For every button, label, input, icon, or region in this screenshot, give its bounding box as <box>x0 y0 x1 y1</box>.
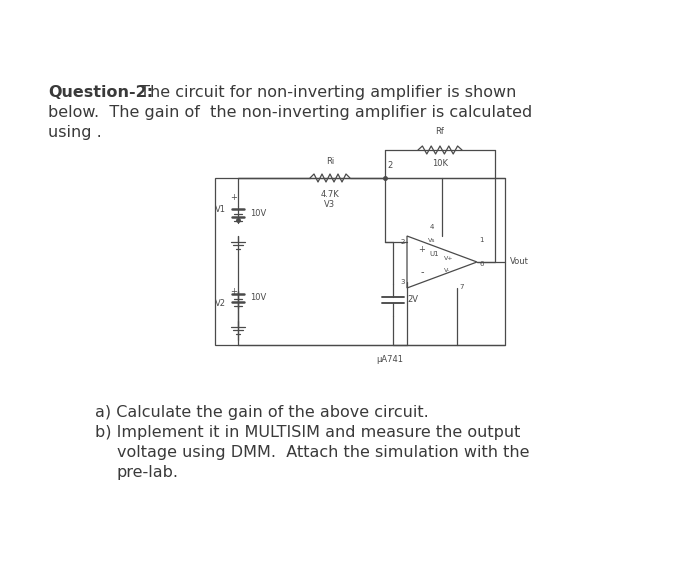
Text: µA741: µA741 <box>377 355 403 364</box>
Text: 6: 6 <box>479 261 484 267</box>
Text: 2: 2 <box>400 239 405 245</box>
Text: 10V: 10V <box>250 208 266 218</box>
Text: U1: U1 <box>429 251 439 257</box>
Text: below.  The gain of  the non-inverting amplifier is calculated: below. The gain of the non-inverting amp… <box>48 105 532 120</box>
Text: V2: V2 <box>215 299 226 307</box>
Text: +: + <box>230 287 237 295</box>
Text: -: - <box>420 267 424 277</box>
Text: 2: 2 <box>387 161 392 170</box>
Text: Question-2:: Question-2: <box>48 85 153 100</box>
Text: Ri: Ri <box>326 157 334 166</box>
Text: Vout: Vout <box>510 258 529 266</box>
Text: 10K: 10K <box>432 159 448 168</box>
Text: b) Implement it in MULTISIM and measure the output: b) Implement it in MULTISIM and measure … <box>95 425 520 440</box>
Text: pre-lab.: pre-lab. <box>117 465 179 480</box>
Bar <box>215 178 505 345</box>
Text: Vs: Vs <box>428 237 435 242</box>
Text: 7: 7 <box>460 284 464 290</box>
Text: 4: 4 <box>430 224 434 230</box>
Text: V+: V+ <box>444 256 454 260</box>
Text: 2V: 2V <box>407 295 418 305</box>
Text: 10V: 10V <box>250 293 266 303</box>
Text: +: + <box>230 194 237 202</box>
Text: V-: V- <box>444 267 450 273</box>
Text: V1: V1 <box>215 205 226 215</box>
Text: +: + <box>419 245 426 253</box>
Text: 4.7K: 4.7K <box>321 190 340 199</box>
Text: 3: 3 <box>400 279 405 285</box>
Text: using .: using . <box>48 125 102 140</box>
Text: V3: V3 <box>324 200 335 209</box>
Text: Rf: Rf <box>435 127 444 136</box>
Text: a) Calculate the gain of the above circuit.: a) Calculate the gain of the above circu… <box>95 405 428 420</box>
Text: The circuit for non-inverting amplifier is shown: The circuit for non-inverting amplifier … <box>135 85 517 100</box>
Text: 1: 1 <box>479 237 484 243</box>
Text: voltage using DMM.  Attach the simulation with the: voltage using DMM. Attach the simulation… <box>117 445 529 460</box>
